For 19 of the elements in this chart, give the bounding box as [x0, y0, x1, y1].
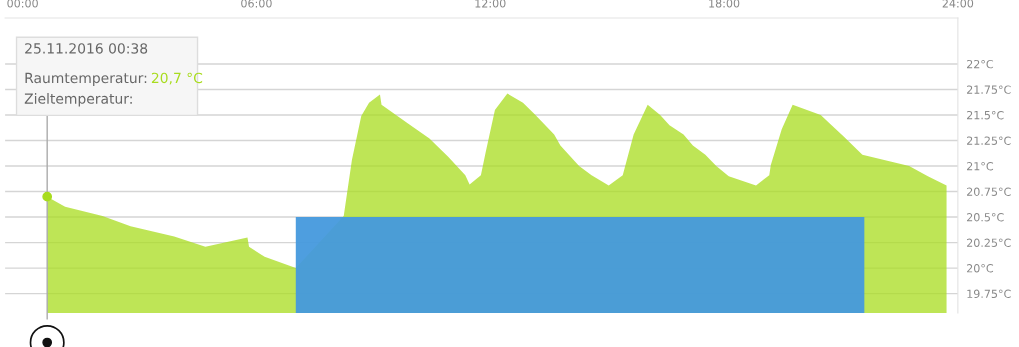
y-tick-label: 20.75°C [967, 187, 1011, 196]
y-tick-label: 20.5°C [967, 213, 1004, 222]
y-tick-label: 21.25°C [967, 136, 1011, 145]
x-tick-label: 24:00 [942, 0, 974, 8]
x-tick-label: 18:00 [709, 0, 740, 8]
annotation: Raumtemperatur: [25, 72, 147, 86]
x-tick-label: 12:00 [475, 0, 506, 8]
y-tick-label: 22°C [967, 59, 994, 69]
y-tick-label: 20°C [967, 264, 994, 273]
x-tick-label: 00:00 [7, 0, 38, 8]
y-tick-label: 20.25°C [967, 238, 1011, 247]
y-tick-label: 21.75°C [967, 85, 1011, 94]
y-tick-label: 19.75°C [967, 289, 1011, 298]
annotation: Zieltemperatur: [24, 93, 132, 107]
annotation: 20,7 °C [151, 72, 203, 85]
y-tick-label: 21°C [967, 162, 994, 171]
x-tick-label: 06:00 [241, 0, 272, 8]
y-tick-label: 21.5°C [967, 110, 1004, 120]
annotation: 25.11.2016 00:38 [25, 43, 148, 54]
